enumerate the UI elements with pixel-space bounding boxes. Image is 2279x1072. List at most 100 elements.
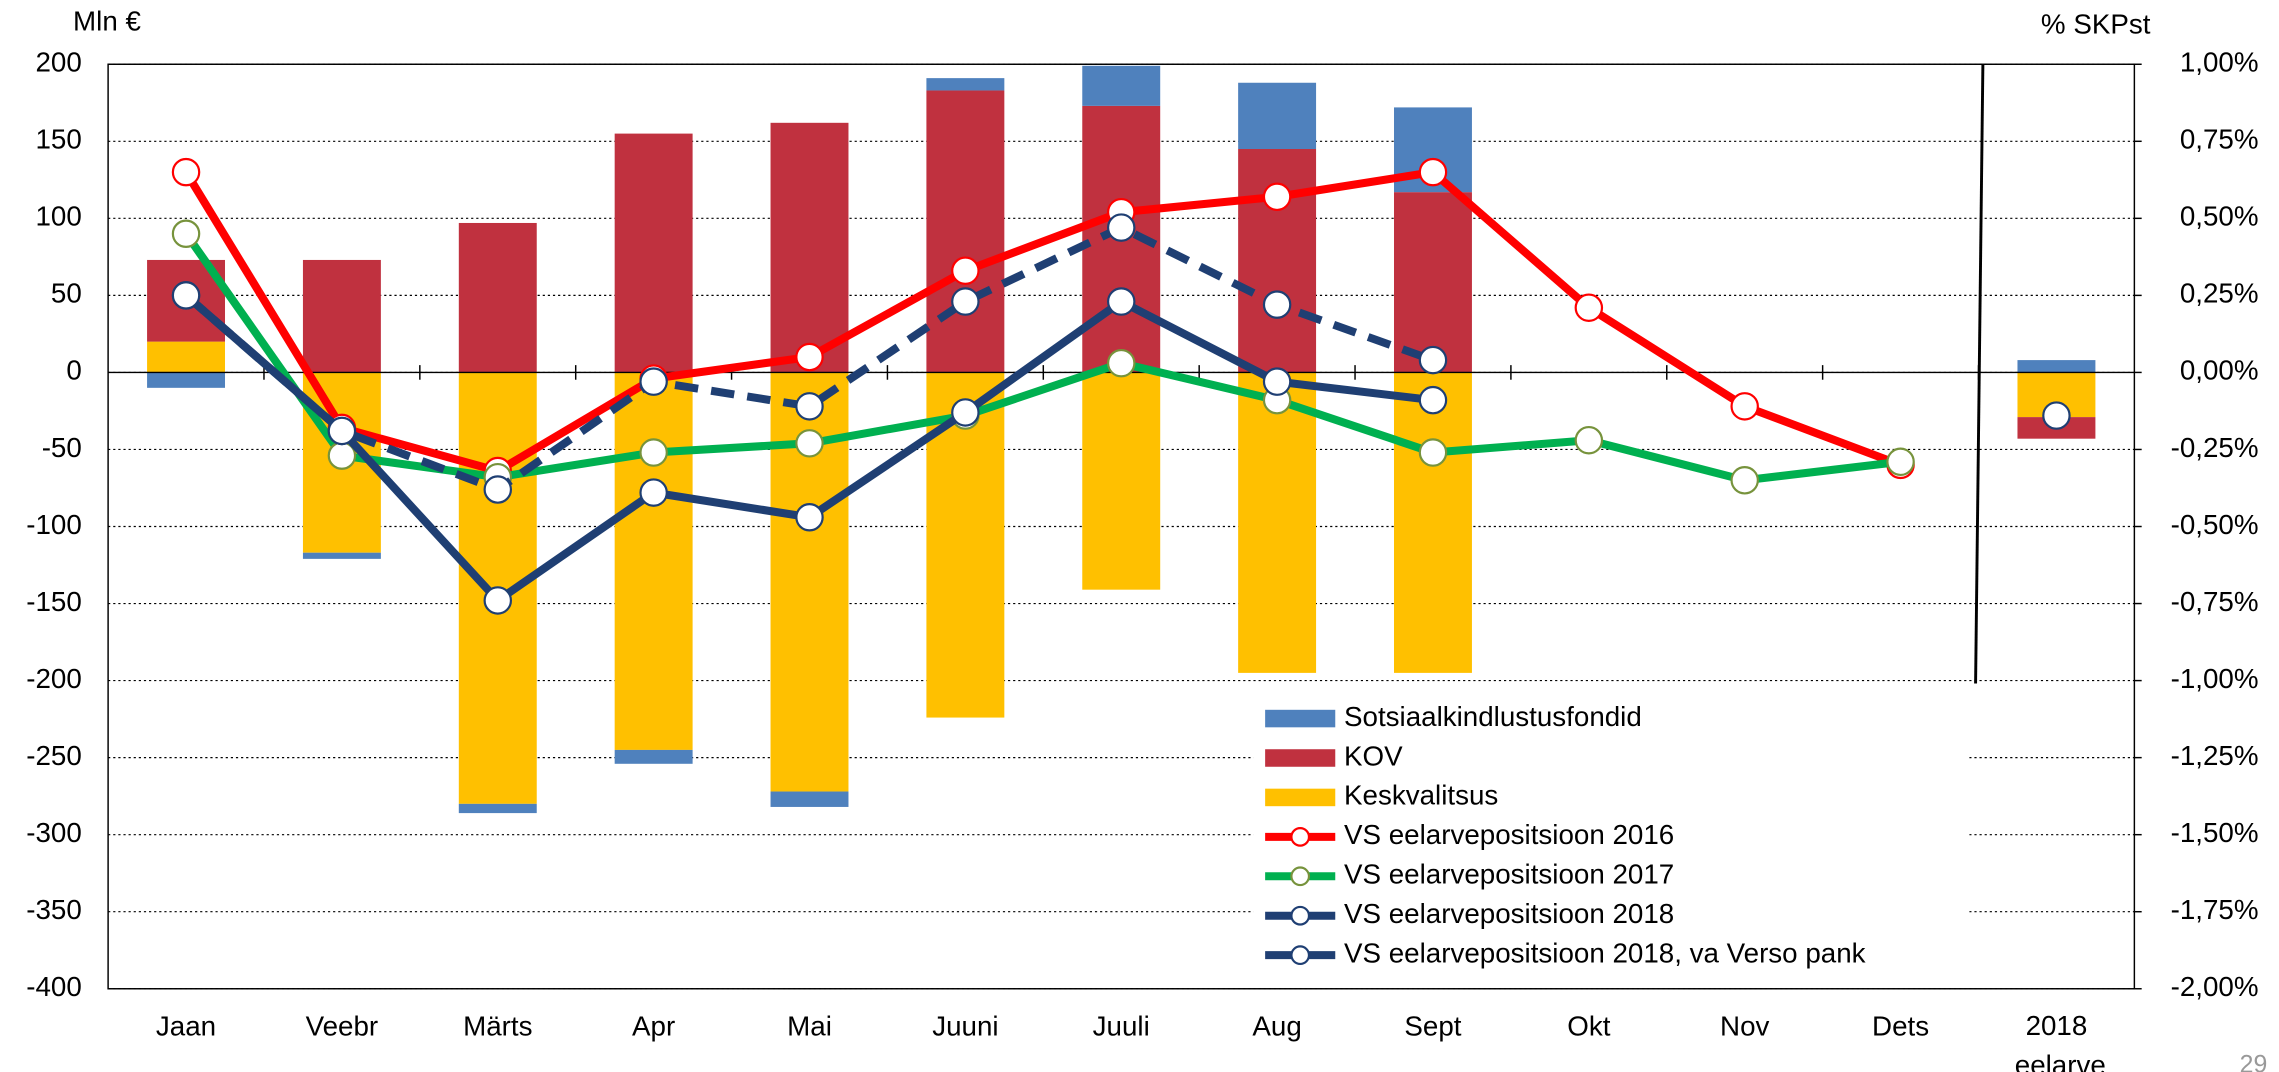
bar: [926, 372, 1005, 718]
page-number: 29: [2240, 1052, 2268, 1072]
line-marker: [795, 503, 824, 532]
separator: [1974, 64, 1985, 684]
line-marker: [1418, 157, 1448, 187]
line-marker: [1262, 182, 1292, 212]
y-tick-label: -250: [26, 740, 82, 771]
y2-tick-label: -1,50%: [2171, 817, 2259, 848]
bar: [302, 552, 381, 559]
legend-swatch: [1265, 709, 1336, 728]
y2-tick-label: -1,75%: [2171, 894, 2259, 925]
x-tick-label: Jaan: [156, 1011, 216, 1042]
y2-tick-label: 1,00%: [2180, 47, 2259, 78]
y-tick-label: -400: [26, 971, 82, 1002]
y-tick-label: -150: [26, 586, 82, 617]
bar: [1394, 372, 1472, 673]
y-tick-label: -100: [26, 509, 82, 540]
legend-label: VS eelarvepositsioon 2018: [1344, 898, 1674, 929]
line-marker: [639, 438, 668, 467]
y-tick-label: -50: [42, 432, 82, 463]
x-tick-label: Märts: [463, 1011, 532, 1042]
legend-label: VS eelarvepositsioon 2016: [1344, 819, 1674, 850]
plot-frame: [107, 63, 2136, 990]
bar: [1238, 82, 1317, 150]
y2-tick-label: 0,00%: [2180, 355, 2259, 386]
x-tick-label: Nov: [1720, 1011, 1769, 1042]
line-marker: [1418, 438, 1448, 467]
line-marker: [1574, 293, 1604, 322]
line-marker: [795, 342, 824, 372]
line-marker: [1418, 385, 1448, 415]
line-marker: [951, 287, 980, 316]
bar: [147, 372, 226, 388]
y-tick-label: -200: [26, 663, 82, 694]
legend-label: Sotsiaalkindlustusfondid: [1344, 701, 1642, 732]
x-tick-label: Dets: [1872, 1011, 1929, 1042]
y2-tick-label: -0,75%: [2171, 586, 2259, 617]
y-tick-label: -300: [26, 817, 82, 848]
y2-tick-label: -1,25%: [2171, 740, 2259, 771]
y2-tick-label: 0,25%: [2180, 278, 2259, 309]
bar: [2017, 360, 2096, 373]
line-marker: [1262, 367, 1292, 396]
bar: [926, 90, 1005, 373]
bar: [614, 133, 693, 373]
y2-tick-label: 0,75%: [2180, 124, 2259, 155]
line-marker: [1886, 447, 1915, 477]
x-tick-label: Aug: [1252, 1011, 1301, 1042]
x-tick-label: 2018 eelarve: [2007, 1011, 2106, 1072]
line-marker: [1730, 466, 1759, 495]
legend-marker: [1290, 945, 1311, 966]
line-marker: [951, 256, 980, 285]
legend-box: [1253, 698, 1970, 979]
y-tick-label: 100: [35, 201, 81, 232]
bar: [458, 803, 537, 814]
line-marker: [171, 219, 201, 248]
legend: Sotsiaalkindlustusfondid KOV Keskvalitsus V…: [1253, 698, 1970, 979]
y2-tick-label: -0,50%: [2171, 509, 2259, 540]
y-tick-label: 0: [66, 355, 81, 386]
x-tick-label: Juuni: [932, 1011, 998, 1042]
x-tick-label: Juuli: [1093, 1011, 1150, 1042]
legend-swatch: [1265, 749, 1336, 767]
line-marker: [1418, 345, 1448, 375]
line-marker: [327, 416, 357, 446]
bar: [926, 78, 1005, 91]
bar: [1238, 149, 1317, 373]
legend-label: VS eelarvepositsioon 2017: [1344, 859, 1674, 890]
y-tick-label: 200: [35, 47, 81, 78]
y-tick-label: 150: [35, 124, 81, 155]
y2-tick-label: -2,00%: [2171, 971, 2259, 1002]
line-marker: [1574, 425, 1604, 455]
legend-marker: [1290, 827, 1311, 847]
x-tick-label: Apr: [632, 1011, 675, 1042]
bar: [1082, 372, 1161, 590]
bar: [770, 791, 849, 807]
y-tick-label: -350: [26, 894, 82, 925]
line-marker: [1106, 348, 1136, 378]
line-marker: [1262, 290, 1292, 319]
line-marker: [639, 367, 668, 396]
bar: [458, 222, 537, 373]
bar: [1394, 192, 1472, 373]
line: [182, 231, 1902, 485]
y2-axis-label: % SKPst: [2041, 9, 2151, 40]
legend-label: Keskvalitsus: [1344, 780, 1498, 811]
y2-tick-label: -0,25%: [2171, 432, 2259, 463]
line: [182, 168, 1902, 476]
bar: [1238, 372, 1317, 673]
line-marker: [1106, 287, 1136, 316]
line-marker: [639, 478, 668, 507]
line-marker: [1730, 392, 1759, 421]
y-tick-label: 50: [51, 278, 82, 309]
x-tick-label: Mai: [787, 1011, 832, 1042]
line: [183, 223, 1435, 494]
line-marker: [2042, 401, 2071, 430]
bar: [302, 259, 381, 373]
legend-marker: [1290, 905, 1311, 926]
line-marker: [951, 398, 980, 427]
line-marker: [483, 475, 513, 504]
bar: [614, 372, 693, 750]
bar: [770, 122, 849, 373]
